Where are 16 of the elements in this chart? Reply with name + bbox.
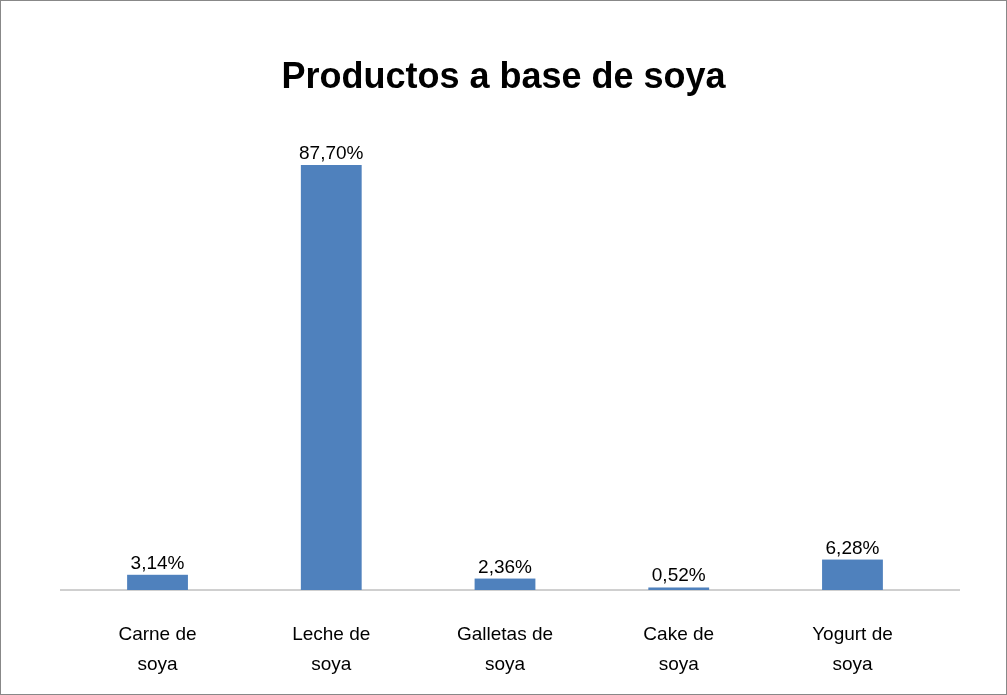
data-label: 3,14% [130,551,185,573]
data-label: 0,52% [651,564,706,586]
bar [822,559,883,590]
x-tick-label: Galletas de soya [456,623,554,674]
x-tick-label: Cake de soya [643,623,715,674]
bar [648,587,710,590]
data-label: 87,70% [299,142,364,163]
data-label: 6,28% [825,536,880,558]
data-label: 2,36% [478,555,533,577]
x-tick-label: Leche de soya [292,623,371,674]
x-tick-label: Carne de soya [118,623,197,674]
chart-title: Productos a base de soya [281,55,727,96]
x-tick-label: Yogurt de soya [812,623,893,674]
bar [300,165,362,590]
bar [127,574,188,590]
bar [474,578,536,590]
